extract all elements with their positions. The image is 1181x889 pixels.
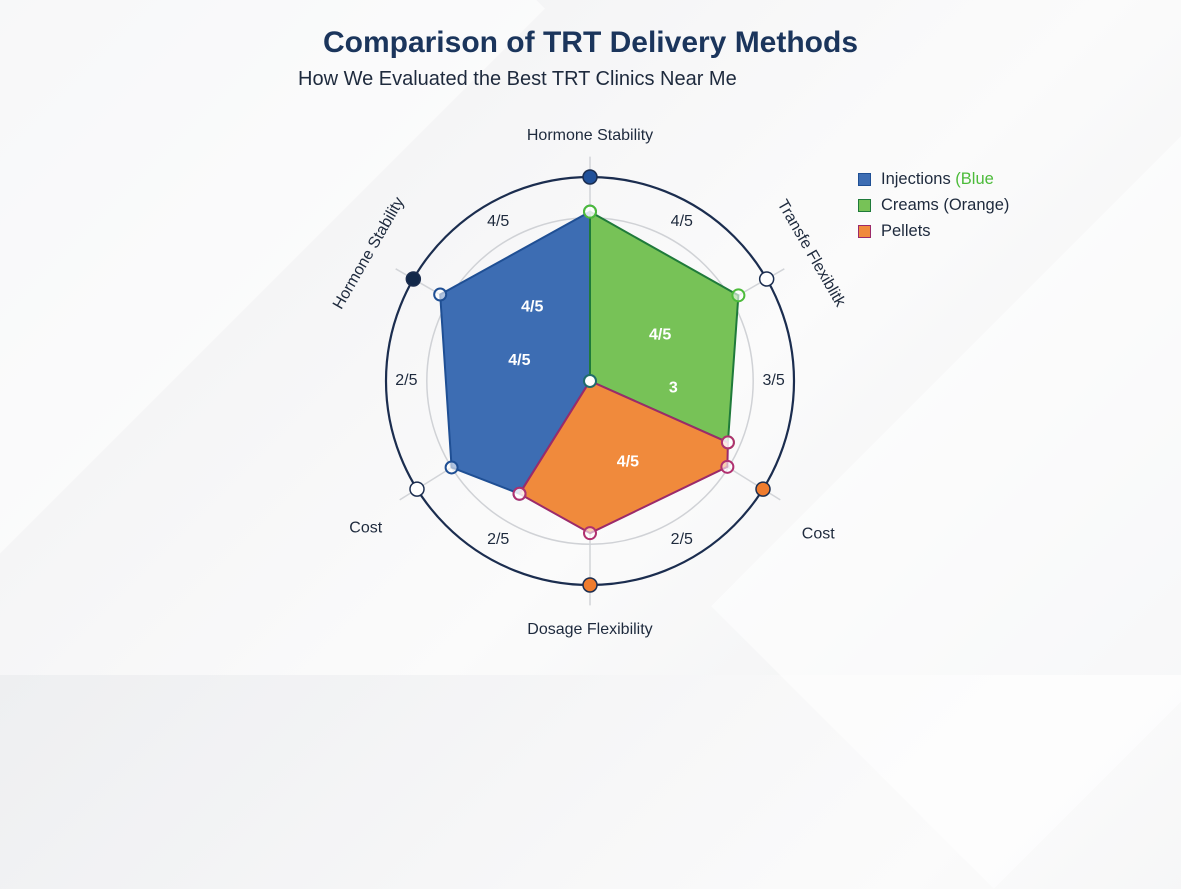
- data-point: [583, 204, 597, 219]
- axis-marker: [409, 481, 425, 497]
- series-value-label: 3: [669, 380, 678, 397]
- data-point: [583, 526, 597, 541]
- legend-label: Injections (Blue: [881, 169, 994, 188]
- center-point: [583, 374, 597, 388]
- legend-label: Pellets: [881, 221, 931, 240]
- legend-item-creams: Creams (Orange): [858, 192, 1009, 218]
- axis-marker: [405, 271, 422, 287]
- chart-title: Comparison of TRT Delivery Methods: [322, 26, 859, 59]
- legend-swatch: [858, 224, 871, 238]
- series-value-label: 4/5: [521, 298, 543, 315]
- data-point: [720, 435, 735, 450]
- legend-item-injections: Injections (Blue: [858, 166, 1009, 192]
- legend-item-pellets: Pellets: [858, 218, 1009, 244]
- radar-chart: Hormone Stability Transfe Flexiblitk Cost D…: [330, 127, 849, 638]
- axis-marker: [758, 271, 775, 287]
- axis-label: Cost: [349, 519, 382, 536]
- series-area-2: [518, 380, 729, 535]
- chart-subtitle: How We Evaluated the Best TRT Clinics Ne…: [298, 68, 737, 90]
- ring-label: 4/5: [487, 213, 509, 230]
- legend-swatch: [858, 172, 871, 186]
- ring-label: 3/5: [762, 372, 784, 389]
- ring-label: 4/5: [671, 213, 693, 230]
- axis-label: Hormone Stability: [330, 194, 408, 312]
- data-point: [512, 486, 527, 501]
- series-value-label: 4/5: [617, 454, 639, 471]
- series-value-label: 4/5: [508, 352, 530, 369]
- axis-label: Dosage Flexibility: [527, 621, 652, 638]
- data-point: [731, 288, 746, 303]
- legend: Injections (Blue Creams (Orange) Pellets: [858, 166, 1009, 244]
- axis-marker: [582, 169, 598, 185]
- ring-label: 2/5: [395, 372, 417, 389]
- series-value-label: 4/5: [649, 327, 671, 344]
- data-point: [720, 459, 735, 474]
- data-point: [444, 460, 459, 475]
- axis-label: Hormone Stability: [527, 127, 653, 144]
- ring-label: 2/5: [487, 531, 509, 548]
- axis-marker: [755, 481, 771, 497]
- ring-label: 2/5: [671, 531, 693, 548]
- legend-swatch: [858, 198, 871, 212]
- axis-label: Cost: [802, 525, 835, 542]
- axis-label: Transfe Flexiblitk: [774, 197, 849, 311]
- legend-label: Creams (Orange): [881, 195, 1010, 214]
- axis-marker: [582, 577, 598, 593]
- data-point: [433, 287, 448, 302]
- legend-label-note: (Blue: [955, 169, 994, 188]
